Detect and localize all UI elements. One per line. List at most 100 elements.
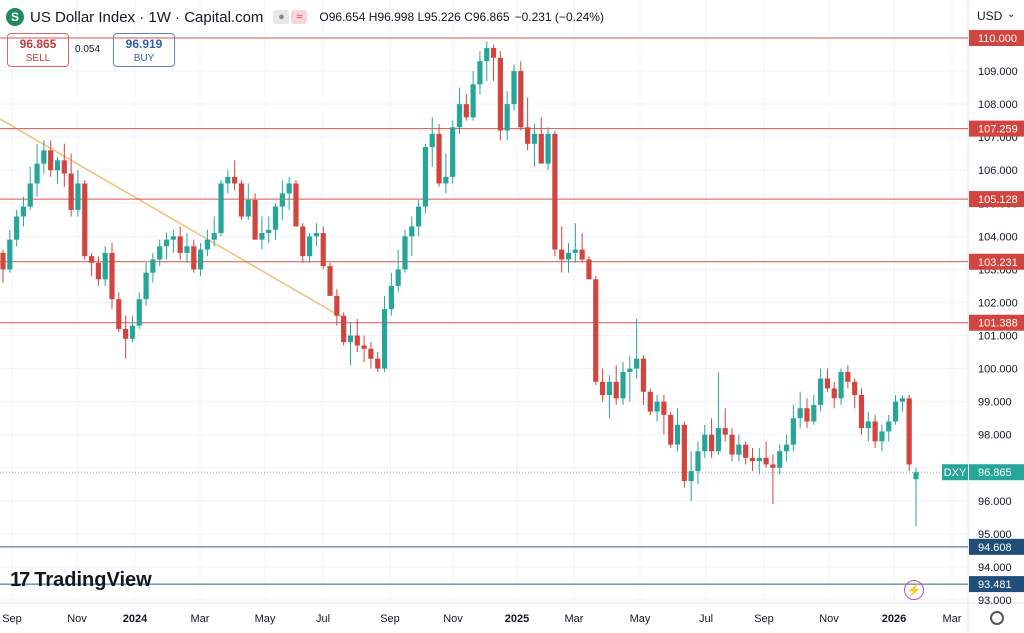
candle-body <box>232 176 238 184</box>
candle-body <box>790 418 796 445</box>
candle-body <box>906 398 912 465</box>
candle-body <box>211 233 217 240</box>
indicator-toggle[interactable]: ● ≈ <box>273 10 309 24</box>
candle-body <box>804 408 810 422</box>
candle-body <box>463 104 469 118</box>
candle-body <box>770 464 776 468</box>
x-tick-label: Nov <box>443 613 463 625</box>
lightning-icon[interactable]: ⚡ <box>904 580 924 600</box>
candle-body <box>150 259 156 273</box>
symbol-logo-icon: S <box>6 8 24 26</box>
resistance-level-tag <box>969 30 1024 46</box>
eye-icon[interactable]: ● <box>273 10 290 24</box>
candle-body <box>593 279 599 382</box>
candle-body <box>354 335 360 346</box>
candle-body <box>688 471 694 481</box>
candle-body <box>865 421 871 429</box>
candle-body <box>163 239 170 247</box>
x-tick-label: Sep <box>754 613 774 625</box>
candle-body <box>443 176 449 184</box>
change-readout: −0.231 (−0.24%) <box>514 10 604 24</box>
candle-body <box>783 444 790 452</box>
candle-body <box>647 391 653 412</box>
y-tick-label: 100.000 <box>978 364 1018 376</box>
candle-body <box>715 428 722 452</box>
candle-body <box>143 272 149 300</box>
support-level-tag <box>969 538 1024 555</box>
candle-body <box>129 325 136 339</box>
candle-body <box>777 451 783 468</box>
time-axis[interactable]: Sep Nov 2024 Mar May Jul Sep Nov 2025 Mar May Jul Se… <box>2 613 962 625</box>
sell-label: SELL <box>25 53 51 64</box>
candle-body <box>245 199 251 217</box>
candle-body <box>225 176 231 184</box>
candle-body <box>184 246 190 253</box>
x-tick-label: 2026 <box>882 613 906 625</box>
buy-button[interactable]: 96.919 BUY <box>113 33 175 67</box>
candle-body <box>327 266 333 296</box>
tv-mark-icon: 17 <box>10 569 30 591</box>
candles <box>0 41 919 527</box>
x-tick-label: May <box>630 613 651 625</box>
symbol-title[interactable]: US Dollar Index · 1W · Capital.com <box>30 8 264 26</box>
y-tick-label: 98.000 <box>978 430 1012 442</box>
candle-body <box>375 358 381 369</box>
candle-body <box>259 233 265 240</box>
resistance-level-tag <box>969 191 1024 208</box>
candle-body <box>729 434 735 455</box>
y-tick-label: 95.000 <box>978 529 1012 541</box>
sell-button[interactable]: 96.865 SELL <box>7 33 69 67</box>
candle-body <box>27 183 33 207</box>
candle-body <box>872 421 878 442</box>
candle-body <box>388 285 394 310</box>
candle-body <box>436 133 442 184</box>
resistance-level-tag-text: 107.259 <box>978 124 1018 136</box>
candle-body <box>286 183 292 194</box>
chevron-down-icon[interactable]: ⌄ <box>1007 9 1016 20</box>
candle-body <box>525 127 531 144</box>
candle-body <box>484 47 490 62</box>
resistance-level-tag-text: 105.128 <box>978 194 1018 206</box>
x-tick-label: Jul <box>699 613 713 625</box>
candle-body <box>708 434 715 452</box>
candle-body <box>743 444 749 458</box>
candle-body <box>238 183 245 217</box>
brand-name: TradingView <box>34 569 152 591</box>
candle-body <box>20 206 27 217</box>
x-tick-label: Jul <box>316 613 330 625</box>
candle-body <box>7 239 13 270</box>
resistance-level-tag <box>969 120 1024 137</box>
candle-body <box>620 371 626 399</box>
x-tick-label: Mar <box>191 613 210 625</box>
resistance-level-tag <box>969 253 1024 270</box>
last-price-tag-text: 96.865 <box>978 467 1012 479</box>
candle-body <box>170 236 176 240</box>
x-tick-label: Sep <box>2 613 22 625</box>
candle-body <box>0 252 6 270</box>
candle-body <box>668 414 674 445</box>
y-tick-label: 99.000 <box>978 397 1012 409</box>
candle-body <box>852 381 858 396</box>
y-tick-label: 96.000 <box>978 496 1012 508</box>
gear-icon[interactable] <box>990 611 1004 625</box>
candle-body <box>913 472 919 480</box>
candle-body <box>470 84 476 118</box>
candle-body <box>48 150 54 171</box>
resistance-level-tag <box>969 314 1024 331</box>
candle-body <box>824 378 831 389</box>
candle-body <box>858 395 865 429</box>
candle-body <box>763 457 769 465</box>
candle-body <box>838 371 844 399</box>
candle-body <box>68 173 74 210</box>
currency-selector[interactable]: USD <box>977 9 1003 23</box>
candle-body <box>892 401 899 422</box>
last-price-tag <box>969 464 1024 481</box>
candle-body <box>599 381 606 396</box>
candle-body <box>818 378 824 405</box>
candle-body <box>811 404 817 422</box>
wave-icon[interactable]: ≈ <box>291 10 308 24</box>
candle-body <box>204 239 211 250</box>
y-tick-label: 102.000 <box>978 297 1018 309</box>
